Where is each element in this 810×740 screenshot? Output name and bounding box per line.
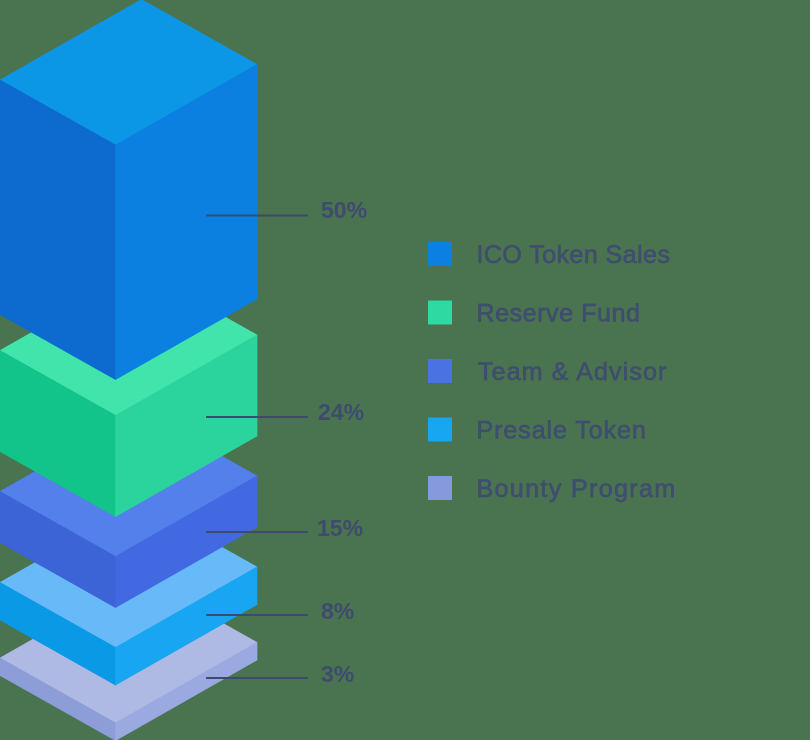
svg-text:3%: 3% xyxy=(321,661,354,687)
svg-text:15%: 15% xyxy=(317,515,363,541)
svg-text:50%: 50% xyxy=(321,197,367,223)
svg-text:24%: 24% xyxy=(318,399,364,425)
svg-text:Reserve Fund: Reserve Fund xyxy=(476,300,640,328)
svg-text:Team & Advisor: Team & Advisor xyxy=(478,358,668,386)
svg-text:ICO Token Sales: ICO Token Sales xyxy=(476,241,670,269)
svg-text:Presale Token: Presale Token xyxy=(476,417,646,445)
svg-text:Bounty Program: Bounty Program xyxy=(476,475,676,503)
svg-text:8%: 8% xyxy=(321,598,354,624)
